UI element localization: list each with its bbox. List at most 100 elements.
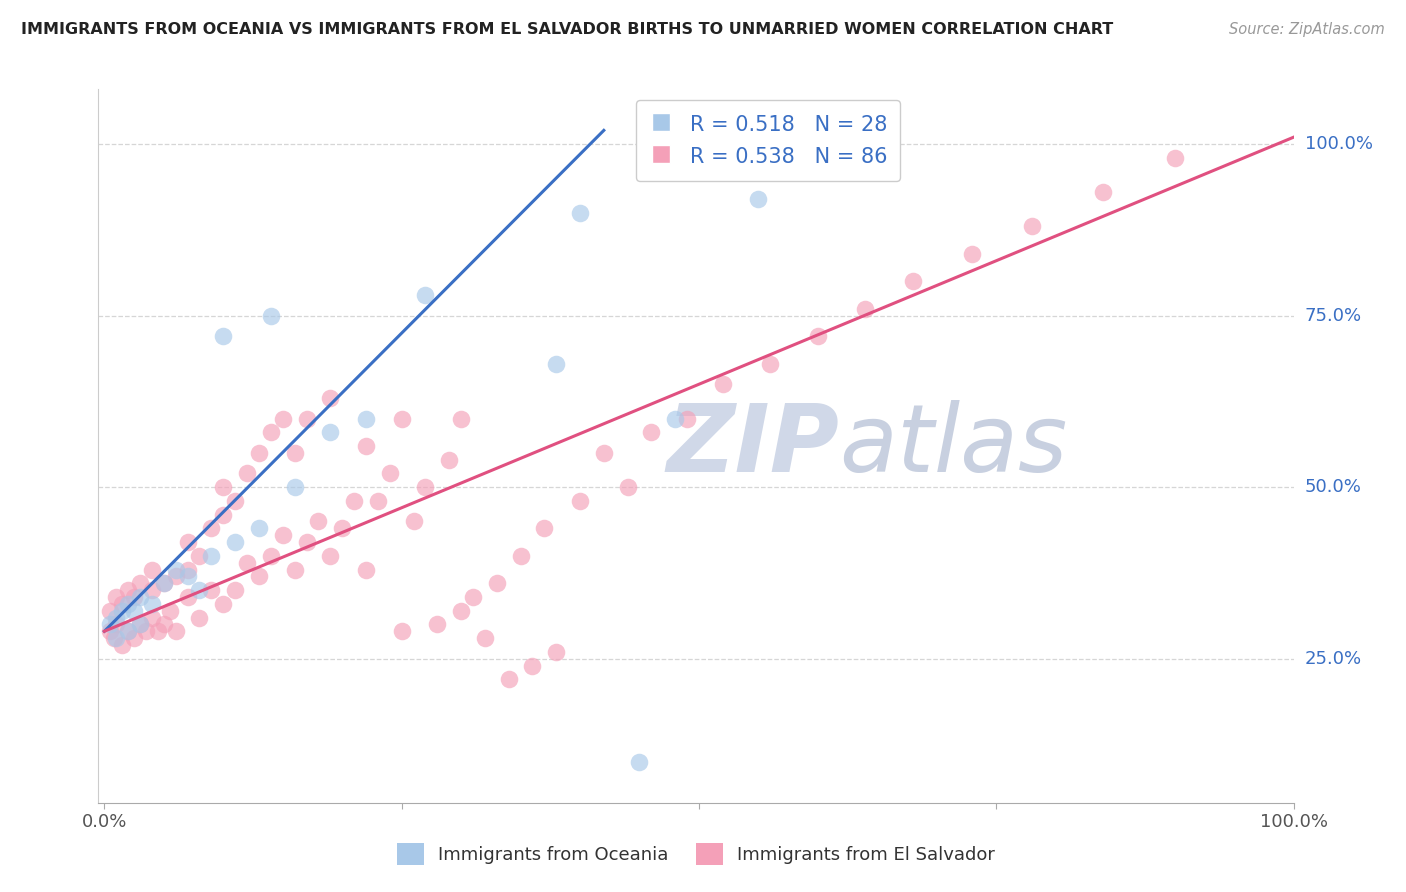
Text: IMMIGRANTS FROM OCEANIA VS IMMIGRANTS FROM EL SALVADOR BIRTHS TO UNMARRIED WOMEN: IMMIGRANTS FROM OCEANIA VS IMMIGRANTS FR… xyxy=(21,22,1114,37)
Point xyxy=(176,590,198,604)
Point xyxy=(271,528,294,542)
Point xyxy=(165,562,187,576)
Point xyxy=(354,562,377,576)
Point xyxy=(165,569,187,583)
Point xyxy=(284,480,307,494)
Point xyxy=(135,624,157,639)
Point xyxy=(105,617,128,632)
Point xyxy=(498,673,520,687)
Point xyxy=(415,480,437,494)
Text: 100.0%: 100.0% xyxy=(1305,135,1372,153)
Point xyxy=(569,494,592,508)
Point xyxy=(129,617,152,632)
Point xyxy=(676,411,699,425)
Legend: Immigrants from Oceania, Immigrants from El Salvador: Immigrants from Oceania, Immigrants from… xyxy=(389,836,1002,872)
Point xyxy=(330,521,353,535)
Point xyxy=(188,583,211,598)
Point xyxy=(141,597,163,611)
Point xyxy=(439,452,461,467)
Point xyxy=(224,583,246,598)
Point xyxy=(807,329,830,343)
Point xyxy=(461,590,484,604)
Point xyxy=(98,624,121,639)
Point xyxy=(122,604,145,618)
Point xyxy=(159,604,181,618)
Point xyxy=(153,576,176,591)
Point xyxy=(103,631,125,645)
Point xyxy=(855,301,877,316)
Point xyxy=(546,645,568,659)
Point xyxy=(236,467,259,481)
Point xyxy=(319,549,342,563)
Point xyxy=(378,467,401,481)
Point xyxy=(522,658,544,673)
Point xyxy=(165,624,187,639)
Point xyxy=(188,610,211,624)
Point xyxy=(747,192,769,206)
Point xyxy=(533,521,555,535)
Point xyxy=(200,521,222,535)
Point xyxy=(271,411,294,425)
Point xyxy=(212,480,235,494)
Point xyxy=(260,425,283,440)
Point xyxy=(474,631,496,645)
Point xyxy=(1163,151,1185,165)
Point xyxy=(212,508,235,522)
Point xyxy=(117,624,139,639)
Point xyxy=(98,617,121,632)
Point xyxy=(426,617,449,632)
Point xyxy=(354,439,377,453)
Point xyxy=(200,549,222,563)
Point xyxy=(105,590,128,604)
Text: 25.0%: 25.0% xyxy=(1305,649,1362,668)
Point xyxy=(122,631,145,645)
Point xyxy=(592,446,614,460)
Point xyxy=(962,247,984,261)
Point xyxy=(284,562,307,576)
Point xyxy=(402,515,425,529)
Point xyxy=(1092,185,1115,199)
Point xyxy=(141,562,163,576)
Point xyxy=(450,604,472,618)
Point xyxy=(354,411,377,425)
Point xyxy=(319,391,342,405)
Point xyxy=(236,556,259,570)
Point xyxy=(176,535,198,549)
Point xyxy=(711,377,734,392)
Point xyxy=(117,597,139,611)
Point xyxy=(485,576,508,591)
Point xyxy=(759,357,782,371)
Point xyxy=(1021,219,1043,234)
Point xyxy=(509,549,531,563)
Point xyxy=(122,590,145,604)
Point xyxy=(247,446,270,460)
Point xyxy=(367,494,389,508)
Point xyxy=(98,604,121,618)
Point xyxy=(111,597,134,611)
Point xyxy=(111,604,134,618)
Point xyxy=(295,535,318,549)
Point xyxy=(141,583,163,598)
Point xyxy=(146,624,169,639)
Point xyxy=(212,329,235,343)
Point xyxy=(415,288,437,302)
Point xyxy=(391,411,413,425)
Point xyxy=(260,309,283,323)
Point xyxy=(295,411,318,425)
Point xyxy=(569,205,592,219)
Point xyxy=(153,576,176,591)
Point xyxy=(141,610,163,624)
Point xyxy=(117,583,139,598)
Point xyxy=(640,425,662,440)
Point xyxy=(153,617,176,632)
Point xyxy=(628,755,651,769)
Point xyxy=(247,569,270,583)
Point xyxy=(343,494,366,508)
Point xyxy=(546,357,568,371)
Point xyxy=(105,631,128,645)
Text: Source: ZipAtlas.com: Source: ZipAtlas.com xyxy=(1229,22,1385,37)
Point xyxy=(224,535,246,549)
Point xyxy=(105,610,128,624)
Text: ZIP: ZIP xyxy=(666,400,839,492)
Point xyxy=(212,597,235,611)
